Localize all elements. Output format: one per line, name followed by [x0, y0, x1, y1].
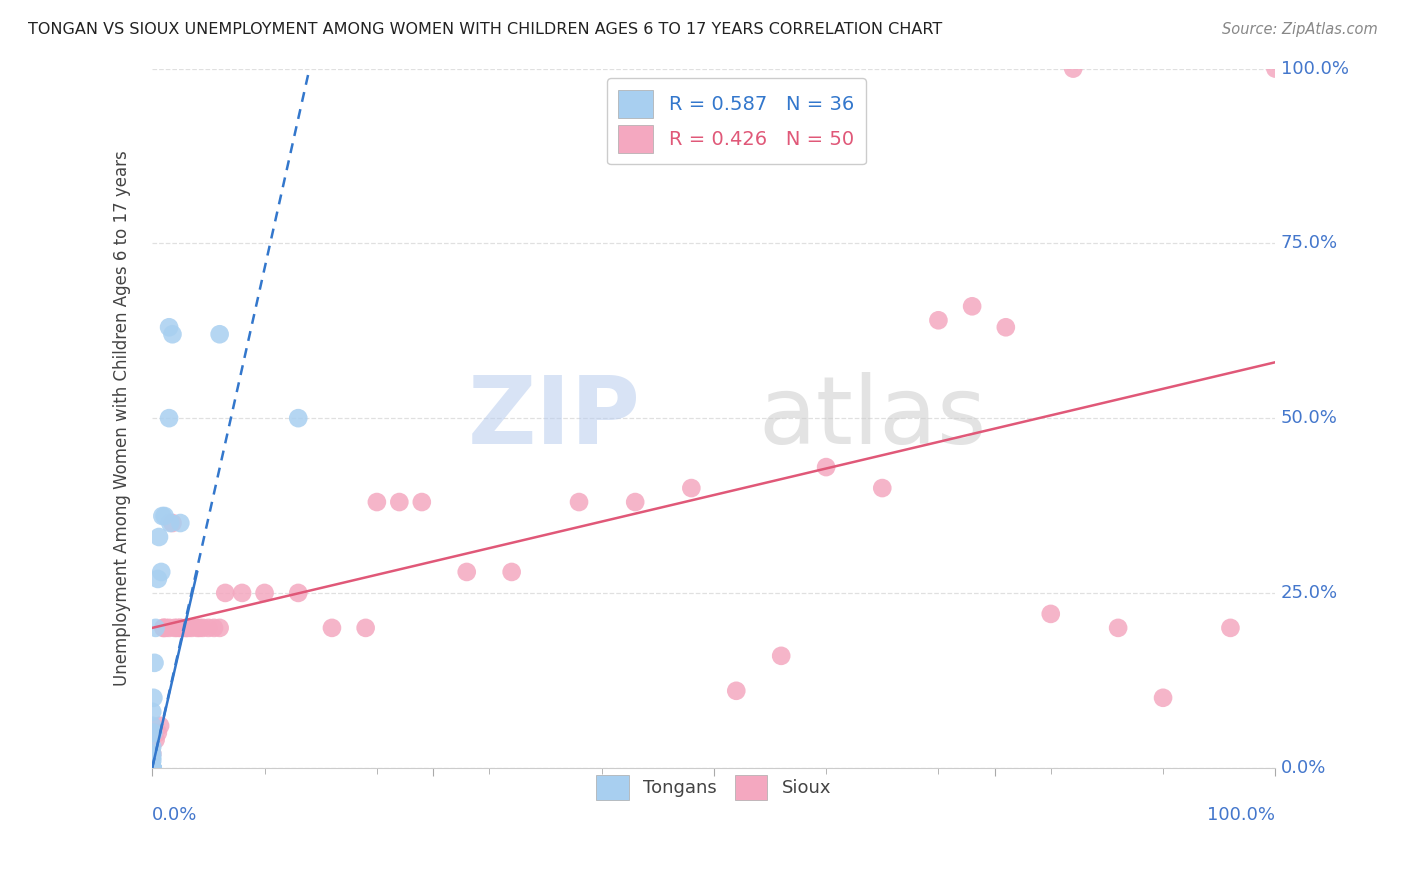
- Point: [141, 761, 163, 775]
- Text: 0.0%: 0.0%: [152, 806, 198, 824]
- Point: [411, 495, 433, 509]
- Point: [141, 761, 163, 775]
- Point: [1152, 690, 1174, 705]
- Point: [231, 586, 253, 600]
- Point: [141, 761, 163, 775]
- Point: [141, 719, 163, 733]
- Point: [1219, 621, 1241, 635]
- Point: [994, 320, 1017, 334]
- Point: [169, 621, 191, 635]
- Point: [169, 621, 191, 635]
- Point: [141, 761, 163, 775]
- Text: 75.0%: 75.0%: [1281, 235, 1339, 252]
- Point: [155, 621, 177, 635]
- Point: [143, 656, 166, 670]
- Point: [141, 747, 163, 761]
- Point: [159, 516, 181, 530]
- Point: [624, 495, 647, 509]
- Point: [872, 481, 894, 495]
- Point: [1062, 62, 1084, 76]
- Point: [927, 313, 949, 327]
- Point: [152, 621, 174, 635]
- Point: [141, 761, 163, 775]
- Y-axis label: Unemployment Among Women with Children Ages 6 to 17 years: Unemployment Among Women with Children A…: [114, 150, 131, 686]
- Point: [141, 761, 163, 775]
- Point: [388, 495, 411, 509]
- Point: [815, 460, 838, 475]
- Point: [153, 509, 176, 524]
- Point: [725, 683, 748, 698]
- Point: [287, 411, 309, 425]
- Text: atlas: atlas: [759, 372, 987, 464]
- Point: [141, 725, 163, 739]
- Point: [287, 586, 309, 600]
- Point: [208, 621, 231, 635]
- Point: [157, 411, 180, 425]
- Point: [1039, 607, 1062, 621]
- Point: [162, 327, 184, 342]
- Point: [145, 621, 167, 635]
- Text: ZIP: ZIP: [468, 372, 641, 464]
- Point: [208, 327, 231, 342]
- Point: [150, 565, 173, 579]
- Point: [141, 761, 163, 775]
- Text: 25.0%: 25.0%: [1281, 584, 1339, 602]
- Point: [180, 621, 202, 635]
- Point: [366, 495, 388, 509]
- Point: [152, 621, 174, 635]
- Point: [141, 761, 163, 775]
- Point: [141, 761, 163, 775]
- Point: [770, 648, 793, 663]
- Point: [141, 747, 163, 761]
- Point: [141, 761, 163, 775]
- Point: [197, 621, 219, 635]
- Point: [169, 516, 191, 530]
- Point: [141, 761, 163, 775]
- Point: [456, 565, 478, 579]
- Point: [188, 621, 211, 635]
- Point: [1107, 621, 1129, 635]
- Point: [214, 586, 236, 600]
- Text: Source: ZipAtlas.com: Source: ZipAtlas.com: [1222, 22, 1378, 37]
- Point: [162, 516, 184, 530]
- Point: [157, 621, 180, 635]
- Point: [174, 621, 197, 635]
- Text: TONGAN VS SIOUX UNEMPLOYMENT AMONG WOMEN WITH CHILDREN AGES 6 TO 17 YEARS CORREL: TONGAN VS SIOUX UNEMPLOYMENT AMONG WOMEN…: [28, 22, 942, 37]
- Legend: Tongans, Sioux: Tongans, Sioux: [589, 768, 838, 807]
- Point: [146, 725, 169, 739]
- Point: [960, 299, 983, 313]
- Point: [177, 621, 200, 635]
- Point: [141, 705, 163, 719]
- Point: [681, 481, 703, 495]
- Point: [141, 761, 163, 775]
- Point: [186, 621, 208, 635]
- Point: [253, 586, 276, 600]
- Point: [148, 530, 170, 544]
- Point: [202, 621, 225, 635]
- Point: [141, 750, 163, 764]
- Point: [142, 690, 165, 705]
- Point: [141, 739, 163, 754]
- Point: [141, 754, 163, 768]
- Point: [157, 320, 180, 334]
- Text: 50.0%: 50.0%: [1281, 409, 1339, 427]
- Point: [191, 621, 214, 635]
- Text: 0.0%: 0.0%: [1281, 759, 1326, 777]
- Point: [149, 719, 172, 733]
- Text: 100.0%: 100.0%: [1208, 806, 1275, 824]
- Point: [166, 621, 188, 635]
- Point: [163, 621, 186, 635]
- Point: [150, 509, 173, 524]
- Point: [141, 761, 163, 775]
- Point: [501, 565, 523, 579]
- Point: [321, 621, 343, 635]
- Point: [142, 725, 165, 739]
- Point: [354, 621, 377, 635]
- Point: [174, 621, 197, 635]
- Point: [146, 572, 169, 586]
- Text: 100.0%: 100.0%: [1281, 60, 1348, 78]
- Point: [568, 495, 591, 509]
- Point: [1264, 62, 1286, 76]
- Point: [145, 732, 167, 747]
